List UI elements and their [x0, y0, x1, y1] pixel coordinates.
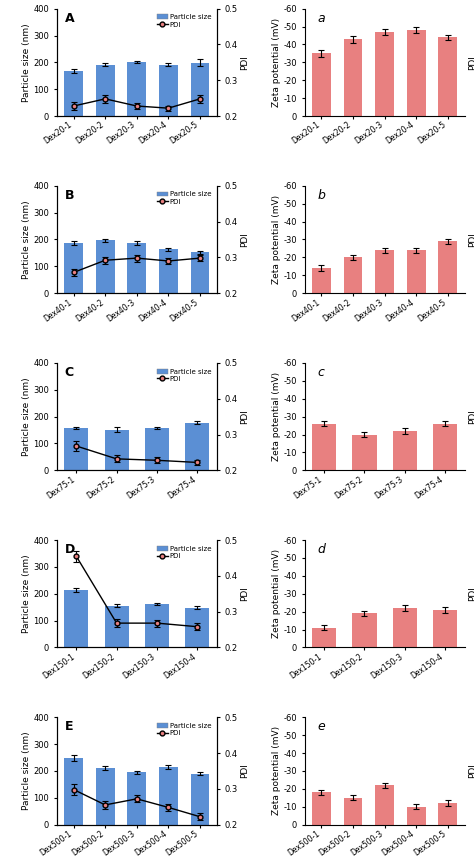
Bar: [159, 249, 178, 293]
Bar: [352, 435, 376, 470]
Text: B: B: [65, 189, 74, 202]
Y-axis label: PDI: PDI: [240, 232, 249, 247]
Bar: [352, 614, 376, 648]
Bar: [344, 258, 363, 293]
Text: E: E: [65, 720, 73, 733]
Text: A: A: [65, 12, 74, 25]
Bar: [64, 589, 88, 648]
Y-axis label: PDI: PDI: [240, 587, 249, 602]
Y-axis label: Zeta potential (mV): Zeta potential (mV): [272, 727, 281, 815]
Y-axis label: Particle size (nm): Particle size (nm): [22, 555, 31, 633]
Bar: [104, 430, 129, 470]
Legend: Particle size, PDI: Particle size, PDI: [155, 720, 213, 739]
Bar: [159, 767, 178, 825]
Bar: [64, 758, 83, 825]
Text: PDI: PDI: [468, 409, 474, 424]
Bar: [191, 253, 210, 293]
Legend: Particle size, PDI: Particle size, PDI: [155, 366, 213, 384]
Bar: [312, 268, 331, 293]
Bar: [312, 424, 336, 470]
Y-axis label: Zeta potential (mV): Zeta potential (mV): [272, 18, 281, 107]
Text: b: b: [318, 189, 325, 202]
Bar: [438, 37, 457, 116]
Bar: [185, 423, 210, 470]
Text: d: d: [318, 543, 325, 556]
Text: C: C: [65, 366, 74, 379]
Bar: [191, 62, 210, 116]
Y-axis label: Zeta potential (mV): Zeta potential (mV): [272, 195, 281, 284]
Y-axis label: Particle size (nm): Particle size (nm): [22, 732, 31, 810]
Bar: [104, 606, 129, 648]
Text: PDI: PDI: [468, 764, 474, 779]
Bar: [375, 250, 394, 293]
Text: a: a: [318, 12, 325, 25]
Bar: [191, 773, 210, 825]
Bar: [438, 803, 457, 825]
Bar: [392, 608, 417, 648]
Text: c: c: [318, 366, 324, 379]
Bar: [64, 428, 88, 470]
Bar: [375, 32, 394, 116]
Bar: [96, 768, 115, 825]
Bar: [438, 241, 457, 293]
Y-axis label: Zeta potential (mV): Zeta potential (mV): [272, 549, 281, 638]
Text: D: D: [65, 543, 75, 556]
Text: PDI: PDI: [468, 55, 474, 69]
Text: PDI: PDI: [468, 587, 474, 602]
Bar: [407, 250, 426, 293]
Bar: [128, 62, 146, 116]
Y-axis label: Zeta potential (mV): Zeta potential (mV): [272, 372, 281, 461]
Bar: [96, 65, 115, 116]
Bar: [312, 54, 331, 116]
Bar: [64, 71, 83, 116]
Bar: [407, 30, 426, 116]
Bar: [344, 39, 363, 116]
Bar: [407, 806, 426, 825]
Bar: [312, 628, 336, 648]
Y-axis label: Particle size (nm): Particle size (nm): [22, 23, 31, 102]
Y-axis label: PDI: PDI: [240, 55, 249, 69]
Bar: [159, 64, 178, 116]
Y-axis label: Particle size (nm): Particle size (nm): [22, 201, 31, 279]
Bar: [145, 604, 169, 648]
Bar: [433, 424, 457, 470]
Bar: [128, 773, 146, 825]
Bar: [128, 243, 146, 293]
Legend: Particle size, PDI: Particle size, PDI: [155, 543, 213, 561]
Bar: [392, 431, 417, 470]
Bar: [185, 608, 210, 648]
Bar: [375, 786, 394, 825]
Text: PDI: PDI: [468, 232, 474, 247]
Bar: [433, 610, 457, 648]
Bar: [64, 243, 83, 293]
Y-axis label: PDI: PDI: [240, 409, 249, 424]
Y-axis label: PDI: PDI: [240, 764, 249, 779]
Bar: [344, 798, 363, 825]
Bar: [96, 240, 115, 293]
Bar: [312, 792, 331, 825]
Legend: Particle size, PDI: Particle size, PDI: [155, 189, 213, 207]
Bar: [145, 428, 169, 470]
Legend: Particle size, PDI: Particle size, PDI: [155, 12, 213, 30]
Y-axis label: Particle size (nm): Particle size (nm): [22, 378, 31, 456]
Text: e: e: [318, 720, 325, 733]
